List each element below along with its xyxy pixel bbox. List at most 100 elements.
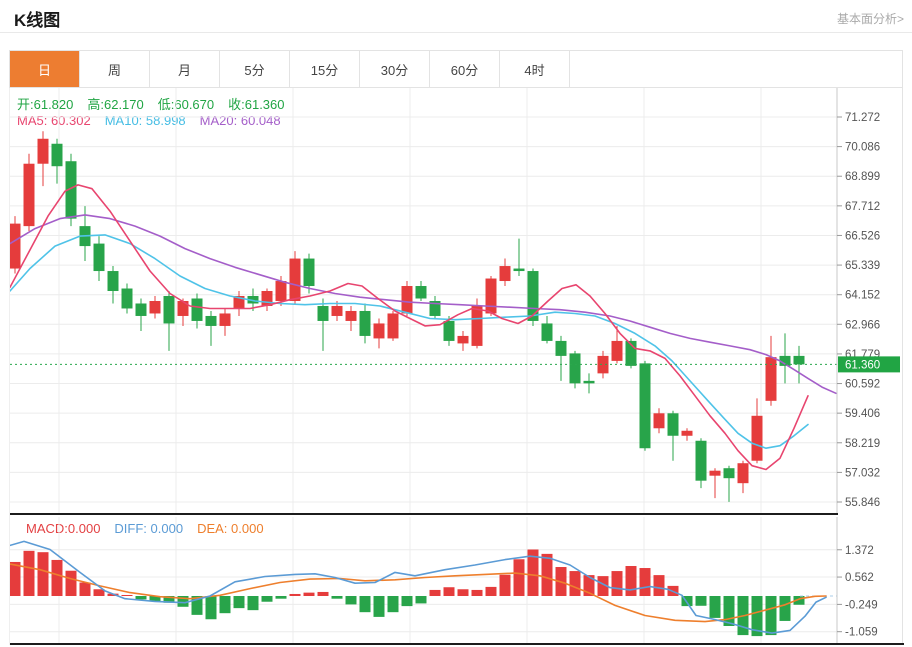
- candle-body: [317, 305, 329, 321]
- candle: [597, 350, 609, 379]
- ohlc-legend: 开:61.820 高:62.170 低:60.670 收:61.360: [17, 94, 299, 113]
- tab-周[interactable]: 周: [80, 51, 150, 87]
- candle-body: [121, 288, 133, 309]
- candle-body: [793, 355, 805, 365]
- legend-item: 收:61.360: [228, 97, 285, 112]
- candle: [583, 373, 595, 394]
- macd-bar: [275, 596, 287, 599]
- macd-bar: [513, 559, 525, 596]
- candle: [667, 410, 679, 461]
- candle-body: [513, 268, 525, 272]
- tab-60分[interactable]: 60分: [430, 51, 500, 87]
- candle-body: [261, 291, 273, 306]
- macd-bar: [51, 559, 63, 596]
- candle-body: [765, 357, 777, 401]
- macd-bar: [121, 594, 133, 596]
- diff-line: [10, 540, 827, 634]
- macd-bar: [611, 571, 623, 596]
- tab-日[interactable]: 日: [10, 51, 80, 87]
- dea-line: [10, 563, 827, 623]
- macd-bar: [303, 592, 315, 596]
- candle-body: [373, 323, 385, 339]
- candle-body: [345, 310, 357, 321]
- candle-body: [163, 295, 175, 324]
- macd-bar: [247, 596, 259, 611]
- candle-body: [205, 315, 217, 326]
- candle: [191, 293, 203, 329]
- candle: [443, 315, 455, 346]
- price-tick-label: 68.899: [845, 171, 880, 183]
- candle-body: [415, 286, 427, 299]
- candle-body: [569, 353, 581, 384]
- candle-body: [499, 266, 511, 282]
- candle-body: [485, 278, 497, 314]
- candle: [639, 360, 651, 451]
- candle: [331, 300, 343, 321]
- macd-tick-label: -1.059: [845, 627, 878, 639]
- candle-body: [625, 340, 637, 366]
- candle-body: [93, 243, 105, 272]
- candle: [779, 333, 791, 384]
- price-tick-label: 71.272: [845, 112, 880, 124]
- candle-body: [695, 440, 707, 481]
- candle-body: [233, 295, 245, 309]
- price-tick-label: 64.152: [845, 290, 880, 302]
- price-tick-label: 58.219: [845, 438, 880, 450]
- candle-body: [107, 271, 119, 292]
- macd-bar: [261, 596, 273, 602]
- macd-bar: [191, 596, 203, 615]
- macd-bar: [625, 566, 637, 596]
- candle-body: [191, 298, 203, 321]
- macd-bar: [387, 596, 399, 613]
- candle-body: [541, 323, 553, 341]
- price-tick-label: 62.966: [845, 319, 880, 331]
- chart-container: 开:61.820 高:62.170 低:60.670 收:61.360 MA5: 60…: [9, 88, 904, 645]
- bottom-border: [10, 643, 904, 645]
- candle: [429, 295, 441, 319]
- candle-body: [219, 313, 231, 326]
- tab-30分[interactable]: 30分: [360, 51, 430, 87]
- tab-5分[interactable]: 5分: [220, 51, 290, 87]
- fundamental-analysis-link[interactable]: 基本面分析>: [836, 12, 904, 26]
- macd-bar: [709, 596, 721, 618]
- panel-divider: [10, 513, 838, 515]
- candle-body: [471, 305, 483, 346]
- candle-body: [149, 300, 161, 314]
- candle-body: [457, 335, 469, 344]
- macd-bar: [219, 596, 231, 614]
- last-price-badge-bg: [838, 356, 900, 373]
- candle: [401, 281, 413, 316]
- candle-body: [135, 303, 147, 316]
- candle: [723, 465, 735, 502]
- macd-bar: [639, 568, 651, 596]
- candle-body: [583, 380, 595, 384]
- candle: [485, 276, 497, 316]
- macd-bar: [471, 589, 483, 596]
- candle: [23, 153, 35, 232]
- macd-bar: [793, 596, 805, 605]
- candle: [10, 216, 21, 274]
- candle-body: [10, 223, 21, 269]
- candle: [135, 298, 147, 331]
- macd-bar: [457, 589, 469, 596]
- candle-body: [387, 313, 399, 339]
- macd-bar: [499, 574, 511, 596]
- tab-月[interactable]: 月: [150, 51, 220, 87]
- candle-body: [247, 295, 259, 304]
- macd-bar: [681, 596, 693, 607]
- macd-bar: [695, 596, 707, 606]
- macd-bar: [345, 596, 357, 605]
- macd-bar: [177, 596, 189, 607]
- macd-bar: [149, 596, 161, 602]
- macd-bar: [233, 596, 245, 609]
- candle-body: [359, 310, 371, 336]
- tab-15分[interactable]: 15分: [290, 51, 360, 87]
- tab-4时[interactable]: 4时: [500, 51, 570, 87]
- legend-item: DEA: 0.000: [197, 521, 264, 536]
- candle-body: [443, 320, 455, 341]
- candle: [317, 298, 329, 351]
- tabbar-spacer: [570, 51, 902, 87]
- candle: [93, 236, 105, 282]
- candle-body: [667, 413, 679, 436]
